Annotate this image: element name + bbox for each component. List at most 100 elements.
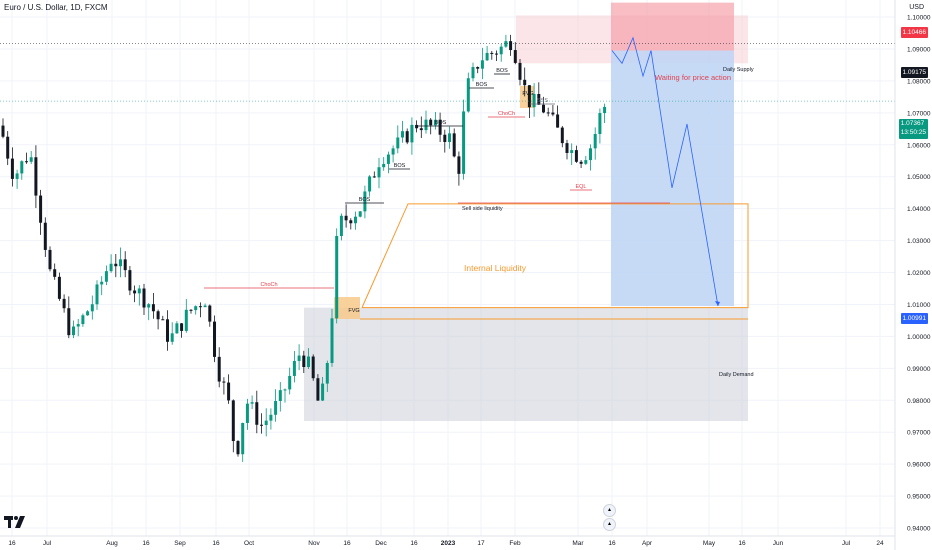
- time-tick-label: Aug: [106, 540, 118, 547]
- candle-body: [311, 356, 315, 379]
- eql-label: EQL: [575, 184, 586, 190]
- daily-demand-zone: [304, 307, 748, 422]
- candle-body: [556, 114, 560, 128]
- short-position-stop-zone: [611, 2, 734, 51]
- candle-body: [156, 311, 160, 320]
- internal-liquidity-label: Internal Liquidity: [464, 263, 527, 273]
- candle-body: [471, 67, 475, 79]
- short-position-target-zone: [611, 50, 734, 307]
- candle-body: [598, 113, 602, 135]
- time-tick-label: 16: [343, 540, 351, 547]
- candle-body: [504, 41, 508, 47]
- candlestick-series: [1, 34, 607, 462]
- candle-body: [429, 119, 433, 126]
- bar-countdown: 13:50:25: [900, 129, 926, 136]
- candle-body: [260, 424, 263, 426]
- candle-body: [485, 52, 489, 61]
- candle-body: [565, 143, 569, 153]
- candle-body: [283, 389, 287, 391]
- candle-body: [245, 403, 249, 423]
- price-tick-label: 1.01000: [907, 302, 931, 309]
- price-tick-label: 0.94000: [907, 526, 931, 533]
- time-tick-label: Jul: [43, 540, 52, 547]
- time-tick-label: Sep: [174, 540, 186, 547]
- price-tick-label: 1.04000: [907, 206, 931, 213]
- time-tick-label: Apr: [642, 540, 653, 547]
- candle-body: [415, 124, 419, 129]
- candle-body: [509, 41, 513, 51]
- time-tick-label: Jul: [842, 540, 851, 547]
- time-tick-label: 17: [477, 540, 485, 547]
- candle-body: [537, 93, 541, 105]
- candle-body: [194, 306, 198, 311]
- candle-body: [377, 167, 381, 178]
- candle-body: [203, 305, 207, 308]
- candle-body: [542, 104, 545, 113]
- candle-body: [419, 128, 423, 131]
- time-tick-label: 24: [876, 540, 884, 547]
- chart-annotations: BOS BOS BOS BOS BOS ChoCh ChoCh SSS EQL FVG FVG Sel…: [0, 36, 895, 378]
- stop-price-tag: 1.10466: [900, 27, 928, 38]
- candle-body: [438, 119, 442, 135]
- candle-body: [339, 215, 343, 236]
- candle-body: [570, 150, 574, 153]
- candle-body: [302, 355, 306, 368]
- candle-body: [386, 154, 390, 164]
- price-tick-label: 0.96000: [907, 462, 931, 469]
- candle-body: [278, 390, 282, 401]
- internal-liquidity-outline: [361, 203, 749, 309]
- candle-body: [532, 93, 536, 108]
- candle-body: [513, 50, 517, 63]
- candle-body: [53, 269, 57, 277]
- projection-arrow-head: [715, 301, 720, 307]
- time-tick-label: 16: [738, 540, 746, 547]
- candle-body: [560, 127, 564, 144]
- candle-body: [100, 281, 104, 285]
- price-tick-label: 1.02000: [907, 270, 931, 277]
- candle-body: [236, 441, 240, 455]
- candle-body: [297, 355, 301, 361]
- candle-body: [29, 157, 33, 162]
- candle-body: [448, 133, 451, 143]
- candle-body: [1, 125, 5, 137]
- candle-body: [363, 191, 367, 212]
- candle-body: [269, 414, 273, 421]
- us-event-flag-icon[interactable]: ▴: [603, 504, 616, 517]
- last-price-tag: 1.07367 13:50:25: [898, 119, 928, 139]
- candle-body: [288, 375, 292, 390]
- candle-body: [274, 400, 278, 415]
- candle-body: [546, 112, 550, 114]
- candle-body: [6, 136, 10, 159]
- chart-zones: [304, 2, 749, 422]
- choch-label: ChoCh: [498, 111, 515, 117]
- candle-body: [443, 134, 447, 143]
- candle-body: [198, 306, 202, 308]
- candle-body: [476, 67, 480, 69]
- candle-body: [20, 161, 24, 174]
- candle-body: [180, 323, 184, 331]
- price-tick-label: 1.10000: [907, 15, 931, 22]
- candle-body: [462, 111, 466, 174]
- choch-label: ChoCh: [260, 282, 277, 288]
- candle-body: [335, 235, 339, 319]
- candle-body: [391, 148, 395, 155]
- bos-label: BOS: [476, 82, 488, 88]
- sell-side-liquidity-label: Sell side liquidity: [462, 206, 503, 212]
- time-axis: 16 Jul Aug 16 Sep 16 Oct Nov 16 Dec 16 2023 17 Feb Mar…: [0, 535, 895, 547]
- candle-body: [67, 308, 71, 336]
- time-tick-label: Nov: [308, 540, 320, 547]
- candle-body: [114, 263, 118, 267]
- candle-body: [34, 157, 38, 196]
- price-tick-label: 1.05000: [907, 174, 931, 181]
- candle-body: [518, 62, 522, 80]
- candle-body: [495, 53, 498, 55]
- price-tick-label: 0.99000: [907, 366, 931, 373]
- waiting-for-price-action-label: Waiting for price action: [655, 73, 731, 82]
- us-event-flag-icon[interactable]: ▴: [603, 518, 616, 531]
- candle-body: [344, 215, 348, 221]
- time-tick-label: 16: [212, 540, 220, 547]
- price-tick-label: 0.95000: [907, 494, 931, 501]
- candle-body: [255, 402, 259, 425]
- candle-body: [330, 318, 334, 363]
